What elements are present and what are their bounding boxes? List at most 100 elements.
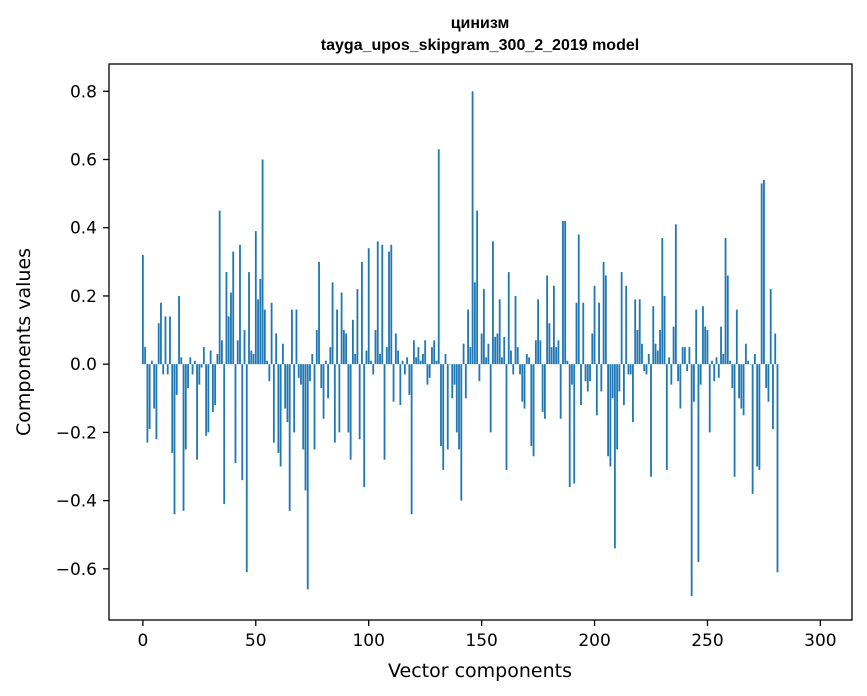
x-tick-label: 50	[245, 631, 267, 651]
bar-component-160	[503, 336, 506, 365]
bar-component-104	[376, 241, 379, 365]
bar-component-106	[381, 244, 384, 365]
bar-component-235	[672, 326, 675, 365]
bar-component-127	[428, 364, 431, 378]
bar-component-27	[202, 347, 205, 365]
y-axis-label: Components values	[13, 248, 35, 436]
bar-component-14	[173, 364, 176, 515]
bar-component-267	[744, 343, 747, 365]
x-axis-label: Vector components	[388, 660, 572, 682]
bar-component-222	[643, 364, 646, 371]
bar-component-46	[245, 364, 248, 573]
bar-component-56	[268, 364, 271, 382]
bar-component-74	[309, 364, 311, 382]
bar-component-233	[668, 357, 670, 365]
bar-component-163	[510, 350, 512, 365]
bar-component-145	[469, 347, 472, 365]
bar-component-278	[769, 289, 772, 365]
bar-component-84	[331, 282, 334, 365]
bar-component-212	[620, 272, 623, 365]
bar-component-279	[772, 364, 774, 429]
bar-component-102	[372, 364, 375, 375]
bar-component-165	[514, 295, 517, 365]
bar-component-260	[729, 360, 731, 365]
bar-component-92	[349, 364, 352, 460]
bar-component-10	[164, 316, 167, 365]
bar-component-273	[758, 364, 761, 470]
bar-component-151	[482, 289, 485, 365]
bar-component-86	[336, 309, 338, 365]
bar-component-19	[184, 364, 187, 450]
bar-component-51	[257, 299, 259, 365]
bar-component-109	[388, 251, 390, 365]
bar-component-171	[528, 357, 530, 365]
bar-component-227	[654, 343, 657, 365]
bar-component-251	[708, 364, 711, 433]
bar-component-52	[259, 278, 262, 365]
bar-component-131	[437, 149, 440, 365]
chart-subtitle: tayga_upos_skipgram_300_2_2019 model	[321, 37, 639, 54]
bar-component-248	[702, 306, 704, 365]
y-axis-ticks: −0.6 −0.4 −0.2 0.0 0.2 0.4 0.6 0.8	[56, 82, 109, 580]
bar-component-129	[433, 340, 436, 365]
bar-component-250	[706, 330, 709, 365]
bar-component-11	[166, 364, 169, 375]
bar-component-73	[306, 364, 309, 590]
y-tick-label: 0.6	[70, 151, 97, 171]
bar-component-156	[494, 336, 497, 365]
bar-component-221	[641, 343, 643, 365]
bar-component-41	[234, 364, 237, 464]
bar-component-53	[261, 159, 264, 365]
bar-component-143	[464, 364, 467, 399]
bar-component-209	[613, 364, 616, 549]
bar-component-82	[327, 364, 329, 399]
bar-component-277	[767, 364, 770, 402]
bar-component-249	[704, 326, 707, 365]
bar-component-57	[270, 302, 273, 365]
bar-component-7	[157, 323, 160, 365]
bar-component-38	[227, 316, 230, 365]
bar-component-183	[555, 347, 558, 365]
bar-component-224	[647, 353, 650, 365]
bar-component-32	[214, 364, 217, 406]
bar-series	[141, 91, 779, 597]
bar-component-89	[342, 330, 345, 365]
x-tick-label: 150	[465, 631, 497, 651]
bar-component-3	[148, 364, 151, 429]
bar-component-63	[284, 364, 287, 409]
bar-component-257	[722, 353, 725, 365]
bar-component-70	[300, 364, 302, 385]
bar-component-39	[230, 292, 232, 365]
bar-component-0	[141, 255, 144, 365]
bar-component-255	[717, 364, 720, 378]
bar-component-237	[677, 364, 680, 382]
bar-component-20	[187, 364, 189, 389]
bar-component-130	[435, 360, 438, 365]
bar-component-65	[288, 364, 291, 511]
bar-component-243	[690, 364, 693, 597]
bar-component-228	[656, 350, 659, 365]
bar-component-12	[169, 316, 171, 365]
bar-component-258	[724, 237, 727, 365]
bar-component-281	[776, 364, 779, 573]
bar-component-161	[505, 364, 508, 470]
bar-component-43	[239, 244, 241, 365]
bar-component-280	[774, 333, 777, 365]
y-tick-label: 0.0	[70, 355, 97, 375]
x-axis-ticks: 0 50 100 150 200 250 300	[137, 620, 837, 651]
chart-title: цинизм	[451, 15, 510, 32]
bar-component-203	[600, 364, 603, 392]
bar-component-181	[550, 347, 553, 365]
bar-component-137	[451, 364, 454, 399]
bar-component-191	[573, 364, 576, 484]
bar-component-215	[627, 364, 630, 375]
bar-component-216	[629, 364, 632, 375]
bar-component-101	[370, 360, 372, 365]
bar-component-24	[196, 364, 198, 460]
bar-component-107	[383, 364, 386, 460]
bar-component-214	[625, 285, 628, 365]
bar-component-117	[406, 357, 409, 365]
bar-component-42	[236, 340, 239, 365]
bar-component-15	[175, 364, 178, 395]
bar-component-276	[765, 364, 768, 389]
